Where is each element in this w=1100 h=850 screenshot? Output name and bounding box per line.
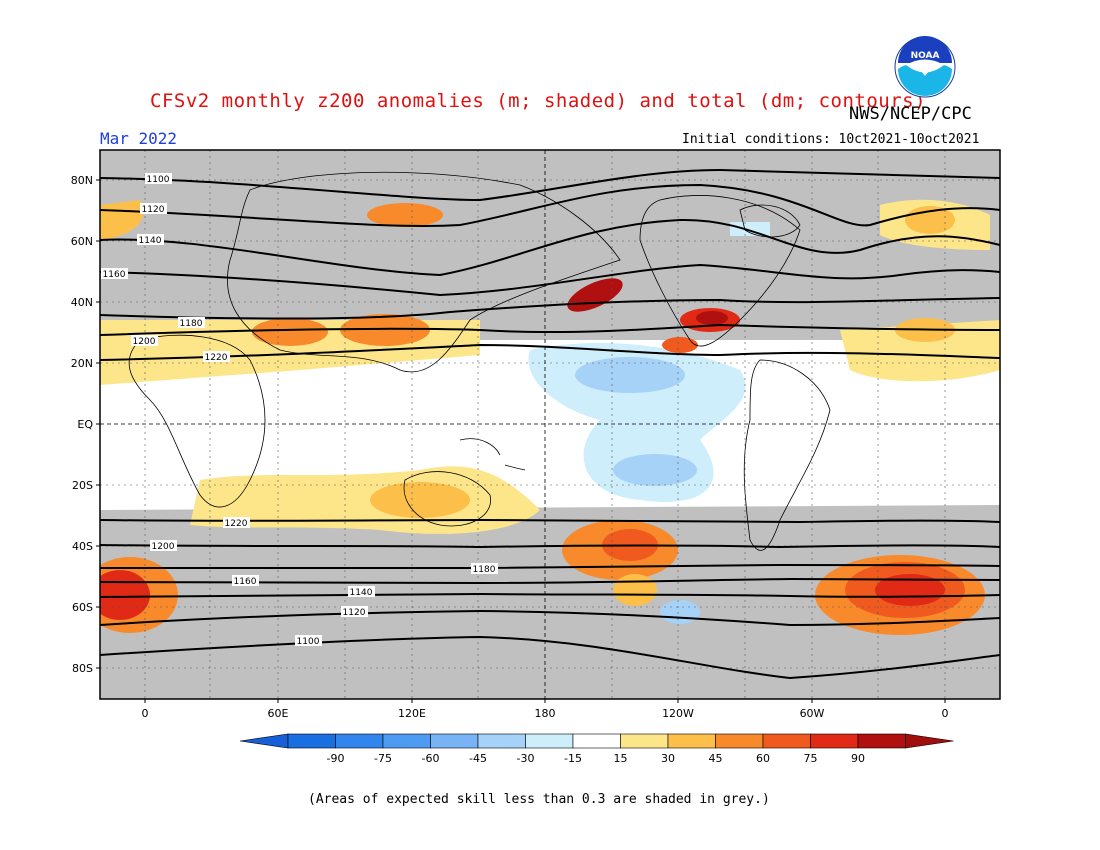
lat-label: EQ [77, 418, 93, 431]
contour-label: 1220 [203, 351, 230, 363]
colorbar-cell [477, 733, 526, 749]
contour-label: 1200 [131, 335, 158, 347]
lat-axis: 80N 60N 40N 20N EQ 20S 40S 60S 80S [71, 174, 100, 675]
contour-label: 1160 [232, 575, 259, 587]
lat-label: 60N [71, 235, 93, 248]
noaa-logo-icon: NOAA [894, 36, 956, 98]
contour-label: 1120 [140, 203, 167, 215]
lon-label: 60W [800, 707, 825, 720]
svg-text:1100: 1100 [147, 175, 170, 185]
contour-label: 1220 [223, 517, 250, 529]
colorbar-cell [430, 733, 479, 749]
colorbar-cell [810, 733, 859, 749]
equator-and-dateline [100, 150, 1000, 699]
lon-label: 120W [662, 707, 694, 720]
colorbar-cell [715, 733, 764, 749]
svg-text:1220: 1220 [225, 519, 248, 529]
svg-text:1180: 1180 [473, 565, 496, 575]
svg-text:1120: 1120 [142, 205, 165, 215]
colorbar-left-arrow [239, 733, 289, 749]
lon-label: 0 [142, 707, 149, 720]
lon-label: 120E [398, 707, 426, 720]
colorbar-cell [572, 733, 621, 749]
lat-label: 20N [71, 357, 93, 370]
contour-labels: 1100 1120 1140 1160 1180 1200 1220 1220 … [101, 173, 498, 647]
colorbar-label: 90 [851, 752, 865, 765]
lon-label: 60E [268, 707, 289, 720]
colorbar-cell [857, 733, 906, 749]
colorbar-right-arrow [905, 733, 954, 749]
colorbar-label: 30 [661, 752, 675, 765]
svg-text:1160: 1160 [234, 577, 257, 587]
color-scale-legend: -90 -75 -60 -45 -30 -15 15 30 45 60 75 90 [239, 733, 954, 765]
colorbar-cell [525, 733, 574, 749]
logo-text: NOAA [911, 51, 940, 61]
colorbar-cell [382, 733, 431, 749]
colorbar-cell [620, 733, 669, 749]
lat-label: 40N [71, 296, 93, 309]
lat-label: 40S [72, 540, 93, 553]
lon-label: 0 [942, 707, 949, 720]
height-contours [100, 168, 1000, 680]
contour-label: 1180 [178, 317, 205, 329]
contour-label: 1140 [137, 234, 164, 246]
colorbar-label: -45 [469, 752, 487, 765]
svg-text:1120: 1120 [343, 608, 366, 618]
colorbar-label: 45 [709, 752, 723, 765]
lat-label: 20S [72, 479, 93, 492]
contour-label: 1160 [101, 268, 128, 280]
svg-text:1220: 1220 [205, 353, 228, 363]
contour-label: 1120 [341, 606, 368, 618]
contour-label: 1140 [348, 586, 375, 598]
svg-text:1200: 1200 [133, 337, 156, 347]
world-map: 1100 1120 1140 1160 1180 1200 1220 1220 … [71, 149, 1001, 720]
positive-anomaly-shading [100, 199, 1000, 635]
lon-label: 180 [535, 707, 556, 720]
svg-text:1100: 1100 [297, 637, 320, 647]
skill-footnote: (Areas of expected skill less than 0.3 a… [308, 792, 770, 807]
lat-label: 80S [72, 662, 93, 675]
svg-text:1140: 1140 [350, 588, 373, 598]
svg-text:1140: 1140 [139, 236, 162, 246]
colorbar-label: -30 [517, 752, 535, 765]
colorbar-cell [762, 733, 811, 749]
initial-conditions: Initial conditions: 10ct2021-10oct2021 [682, 132, 980, 147]
contour-label: 1180 [471, 563, 498, 575]
contour-label: 1100 [295, 635, 322, 647]
svg-text:1180: 1180 [180, 319, 203, 329]
colorbar-label: -90 [327, 752, 345, 765]
colorbar-cell [287, 733, 336, 749]
colorbar-label: -60 [422, 752, 440, 765]
colorbar-cell [335, 733, 384, 749]
agency-label: NWS/NCEP/CPC [849, 104, 972, 124]
contour-label: 1200 [150, 540, 177, 552]
colorbar-label: 60 [756, 752, 770, 765]
lat-label: 80N [71, 174, 93, 187]
contour-label: 1100 [145, 173, 172, 185]
colorbar-cell [667, 733, 716, 749]
lat-label: 60S [72, 601, 93, 614]
colorbar-label: -15 [564, 752, 582, 765]
map-title: CFSv2 monthly z200 anomalies (m; shaded)… [150, 90, 927, 112]
colorbar-label: 75 [804, 752, 818, 765]
lon-axis: 0 60E 120E 180 120W 60W 0 [142, 699, 949, 720]
forecast-month: Mar 2022 [100, 129, 178, 148]
svg-text:1160: 1160 [103, 270, 126, 280]
colorbar-label: 15 [614, 752, 628, 765]
grid-lines [100, 150, 1000, 699]
svg-text:1200: 1200 [152, 542, 175, 552]
colorbar-label: -75 [374, 752, 392, 765]
